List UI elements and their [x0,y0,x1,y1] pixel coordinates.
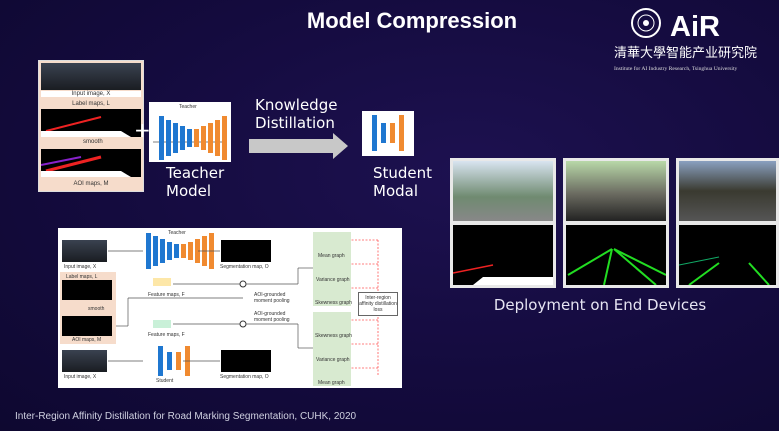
diag-input-label-2: Input image, X [64,374,97,380]
network-layer-bar [399,115,404,151]
air-logo: AiR 清華大學智能产业研究院 Institute for AI Industr… [612,5,777,73]
network-layer-bar [153,236,158,266]
teacher-caption-line1: Teacher [166,164,225,182]
network-layer-bar [176,352,181,370]
network-layer-bar [222,116,227,160]
graph-t-1: Variance graph [316,277,350,283]
diag-feature-teacher: Feature maps, F [148,292,185,298]
distill-label-line1: Knowledge [255,96,338,114]
network-layer-bar [173,123,178,153]
diag-aoi-maps: AOI maps, M [72,337,102,343]
label-maps-label: Label maps, L [72,101,110,107]
network-layer-bar [215,120,220,156]
student-caption: Student Modal [373,164,432,200]
network-layer-bar [188,242,193,260]
student-caption-line2: Modal [373,182,418,200]
teacher-figure-label: Teacher [179,104,197,110]
deployment-caption: Deployment on End Devices [493,296,707,314]
deployment-panel-2 [563,158,669,288]
graph-s-0: Skewness graph [315,333,352,339]
deployment-panel-3 [676,158,779,288]
student-network-figure [362,111,414,156]
plus-sign: + [134,118,151,142]
network-layer-bar [194,129,199,147]
network-layer-bar [208,123,213,153]
aoi-maps-label: AOI maps, M [73,181,109,187]
graph-s-1: Variance graph [316,357,350,363]
network-layer-bar [167,352,172,370]
network-layer-bar [187,129,192,147]
diag-student-label: Student [156,378,174,384]
network-layer-bar [195,239,200,263]
network-layer-bar [390,123,395,143]
diag-teacher-label: Teacher [168,230,186,236]
feature-map-teacher [153,278,171,286]
teacher-caption: Teacher Model [166,164,224,200]
diag-smooth: smooth [88,306,105,312]
air-logo-text: AiR [670,11,720,43]
network-layer-bar [372,115,377,151]
citation-footer: Inter-Region Affinity Distillation for R… [15,411,357,422]
network-layer-bar [160,239,165,263]
smooth-label: smooth [83,139,103,145]
network-layer-bar [174,244,179,258]
teacher-network-diagram [153,116,227,160]
inputs-figure: Input image, X Label maps, L smooth AOI … [38,60,144,192]
deployment-panel-1 [450,158,556,288]
network-layer-bar [158,346,163,376]
pooling-node-icon [239,280,247,288]
network-layer-bar [146,233,151,269]
network-layer-bar [167,242,172,260]
diag-label-maps: Label maps, L [66,274,98,280]
ira-distillation-diagram: Input image, X Label maps, L smooth AOI … [58,228,402,388]
network-layer-bar [159,116,164,160]
diag-feature-student: Feature maps, F [148,332,185,338]
graph-s-2: Mean graph [318,380,345,386]
tsinghua-seal-icon: AiR 清華大學智能产业研究院 Institute for AI Industr… [614,8,757,72]
diag-input-label: Input image, X [64,264,97,270]
graph-t-2: Skewness graph [315,300,352,306]
distillation-label: Knowledge Distillation [255,96,337,132]
teacher-network-figure: Teacher [149,102,231,162]
student-caption-line1: Student [373,164,433,182]
diag-pooling-1: AOI-grounded moment pooling [254,292,290,304]
logo-chinese: 清華大學智能产业研究院 [614,46,757,61]
pooling-node-icon [239,320,247,328]
input-image-label: Input image, X [41,91,141,97]
graph-t-0: Mean graph [318,253,345,259]
diag-loss-box: Inter-region affinity distillation loss [358,292,398,316]
student-network-diagram [372,115,404,151]
network-layer-bar [381,123,386,143]
network-layer-bar [180,126,185,150]
network-layer-bar [201,126,206,150]
logo-english: Institute for AI Industry Research, Tsin… [614,65,738,72]
distillation-arrow-icon [249,133,348,159]
network-layer-bar [181,244,186,258]
distill-label-line2: Distillation [255,114,335,132]
diag-pooling-2: AOI-grounded moment pooling [254,311,290,323]
slide-title: Model Compression [306,8,518,33]
teacher-caption-line2: Model [166,182,212,200]
network-layer-bar [166,120,171,156]
diag-seg-map: Segmentation map, O [220,264,269,270]
feature-map-student [153,320,171,328]
diag-seg-map-2: Segmentation map, O [220,374,269,380]
